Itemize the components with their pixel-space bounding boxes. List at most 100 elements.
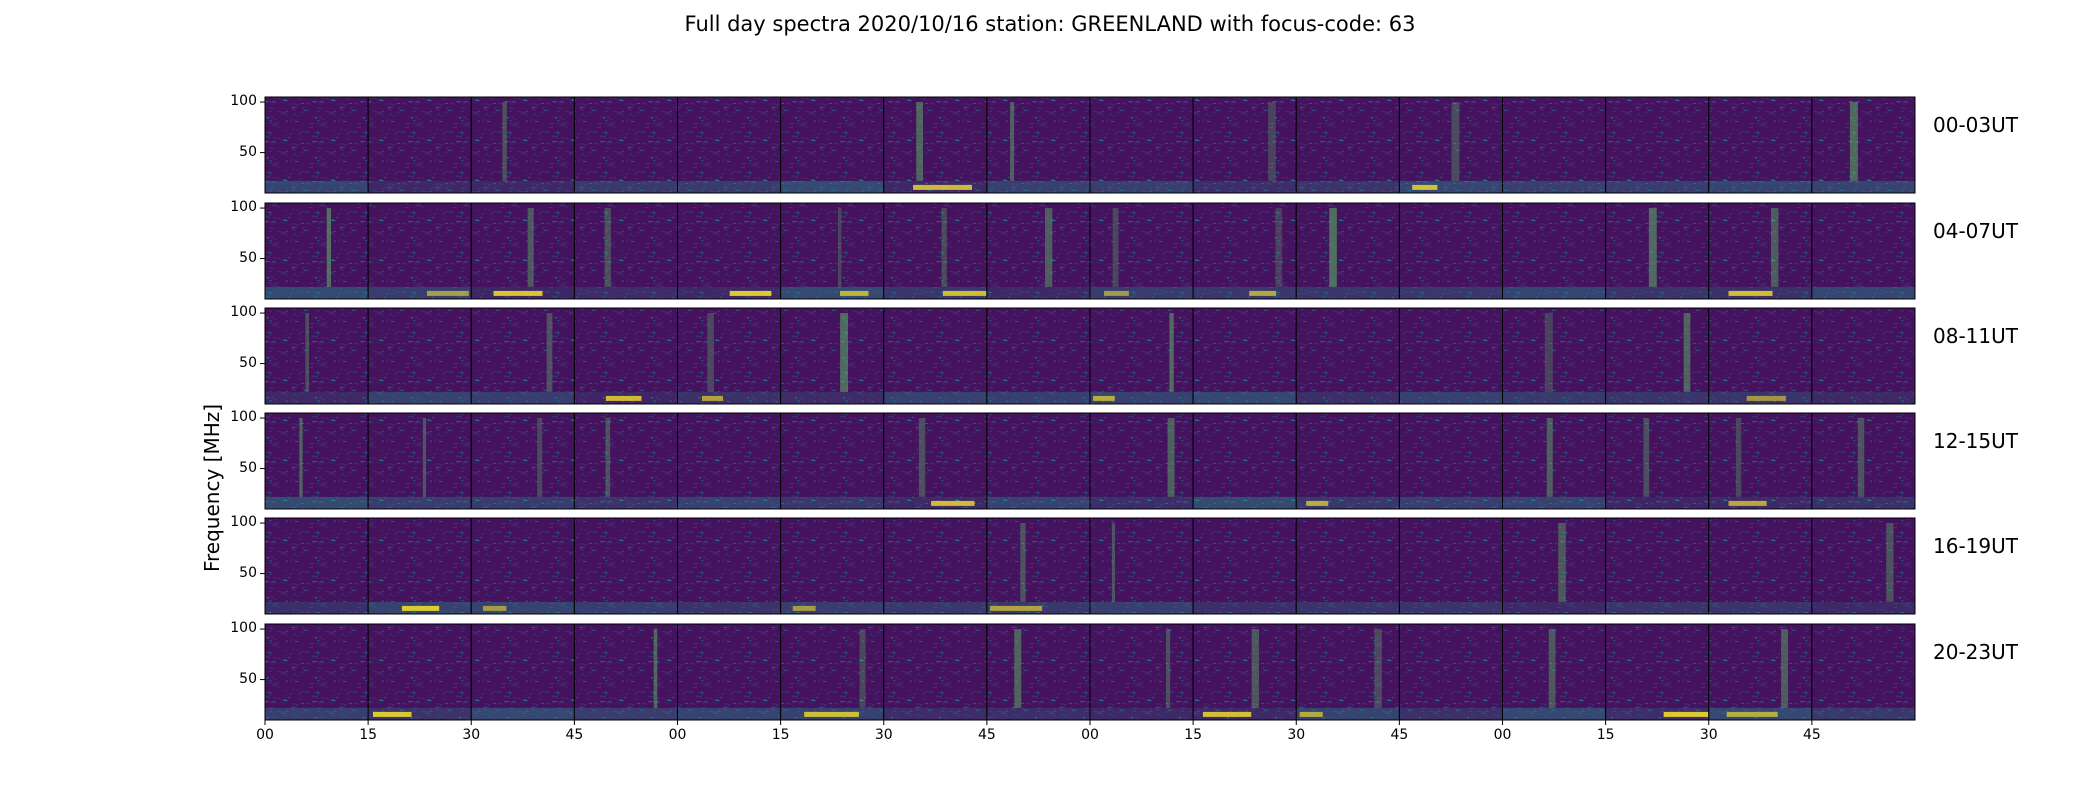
- x-tick-label: 00: [668, 727, 687, 743]
- burst-column: [422, 418, 427, 497]
- panel-border: [1811, 517, 1916, 615]
- bright-band: [1306, 500, 1329, 506]
- low-frequency-band: [1090, 180, 1194, 193]
- low-frequency-band: [780, 180, 884, 193]
- spectrum-panel: [986, 203, 1090, 299]
- low-frequency-band: [883, 286, 987, 299]
- burst-column: [1648, 208, 1657, 287]
- spectrum-panel: [1811, 203, 1915, 299]
- spectrum-panel: [1605, 413, 1709, 509]
- low-frequency-band: [677, 601, 781, 614]
- low-frequency-band: [780, 601, 884, 614]
- burst-column: [837, 208, 842, 287]
- y-tick-label: 50: [239, 459, 257, 476]
- spectrum-panel: [1399, 413, 1503, 509]
- y-tick-label: 100: [230, 93, 257, 110]
- low-frequency-band: [471, 496, 575, 509]
- burst-column: [918, 418, 926, 497]
- panel-border: [1811, 202, 1916, 300]
- low-frequency-band: [986, 391, 1090, 404]
- spectrum-panel: [1708, 518, 1812, 614]
- low-frequency-band: [368, 286, 472, 299]
- spectrum-panel: [1193, 413, 1297, 509]
- burst-column: [1886, 523, 1894, 602]
- spectrum-panel: [986, 624, 1090, 720]
- spectrum-panel: [1811, 97, 1915, 193]
- burst-column: [1374, 629, 1382, 708]
- spectrum-panel: [780, 413, 884, 509]
- burst-column: [1268, 102, 1276, 181]
- row-label: 16-19UT: [1933, 534, 2018, 558]
- low-frequency-band: [1811, 286, 1915, 299]
- x-tick-label: 30: [1699, 727, 1718, 743]
- spectrum-panel: [574, 518, 678, 614]
- burst-column: [1251, 629, 1259, 708]
- burst-column: [305, 313, 309, 392]
- bright-band: [1728, 500, 1767, 506]
- low-frequency-band: [574, 707, 678, 720]
- spectrum-panel: [1605, 624, 1709, 720]
- bright-band: [990, 605, 1043, 611]
- bright-band: [729, 290, 772, 296]
- spectrum-panel: [780, 624, 884, 720]
- x-tick-label: 30: [1287, 727, 1306, 743]
- low-frequency-band: [1502, 601, 1606, 614]
- low-frequency-band: [1090, 496, 1194, 509]
- bright-band: [605, 395, 642, 401]
- low-frequency-band: [471, 180, 575, 193]
- burst-column: [840, 313, 849, 392]
- low-frequency-band: [368, 391, 472, 404]
- low-frequency-band: [1296, 286, 1400, 299]
- low-frequency-band: [1811, 391, 1915, 404]
- low-frequency-band: [1090, 391, 1194, 404]
- burst-column: [1546, 418, 1553, 497]
- spectrum-panel: [986, 97, 1090, 193]
- bright-band: [401, 605, 440, 611]
- spectrum-panel: [1090, 413, 1194, 509]
- burst-column: [527, 208, 534, 287]
- low-frequency-band: [574, 496, 678, 509]
- y-tick-label: 50: [239, 564, 257, 581]
- spectrum-panel: [1605, 518, 1709, 614]
- bright-band: [1728, 290, 1773, 296]
- y-tick-label: 100: [230, 304, 257, 321]
- low-frequency-band: [1811, 496, 1915, 509]
- x-tick-label: 00: [256, 727, 274, 743]
- bright-band: [372, 711, 412, 717]
- low-frequency-band: [265, 391, 369, 404]
- spectrum-panel: [1193, 203, 1297, 299]
- x-tick-label: 15: [1184, 727, 1203, 743]
- burst-column: [1112, 208, 1119, 287]
- low-frequency-band: [1193, 391, 1297, 404]
- low-frequency-band: [471, 707, 575, 720]
- low-frequency-band: [471, 391, 575, 404]
- bright-band: [1412, 184, 1438, 190]
- y-tick-label: 50: [239, 143, 257, 160]
- x-tick-label: 30: [462, 727, 481, 743]
- row-label: 00-03UT: [1933, 113, 2018, 137]
- spectrum-panel: [1605, 308, 1709, 404]
- low-frequency-band: [677, 391, 781, 404]
- spectrum-panel: [677, 97, 781, 193]
- low-frequency-band: [1811, 180, 1915, 193]
- burst-column: [1165, 629, 1171, 708]
- spectrum-panel: [1811, 413, 1915, 509]
- spectrum-panel: [265, 413, 369, 509]
- spectrum-panel: [471, 518, 575, 614]
- burst-column: [604, 208, 611, 287]
- spectrum-panel: [1502, 97, 1606, 193]
- low-frequency-band: [1605, 286, 1709, 299]
- burst-column: [1558, 523, 1566, 602]
- low-frequency-band: [677, 180, 781, 193]
- spectrum-panel: [1502, 624, 1606, 720]
- spectrum-panel: [677, 413, 781, 509]
- bright-band: [1726, 711, 1778, 717]
- burst-column: [1544, 313, 1553, 392]
- low-frequency-band: [368, 180, 472, 193]
- x-tick-label: 00: [1081, 727, 1099, 743]
- spectrum-panel: [1090, 624, 1194, 720]
- burst-column: [546, 313, 553, 392]
- panel-border: [1811, 623, 1916, 721]
- row-label: 08-11UT: [1933, 324, 2018, 348]
- y-tick-label: 100: [230, 620, 257, 637]
